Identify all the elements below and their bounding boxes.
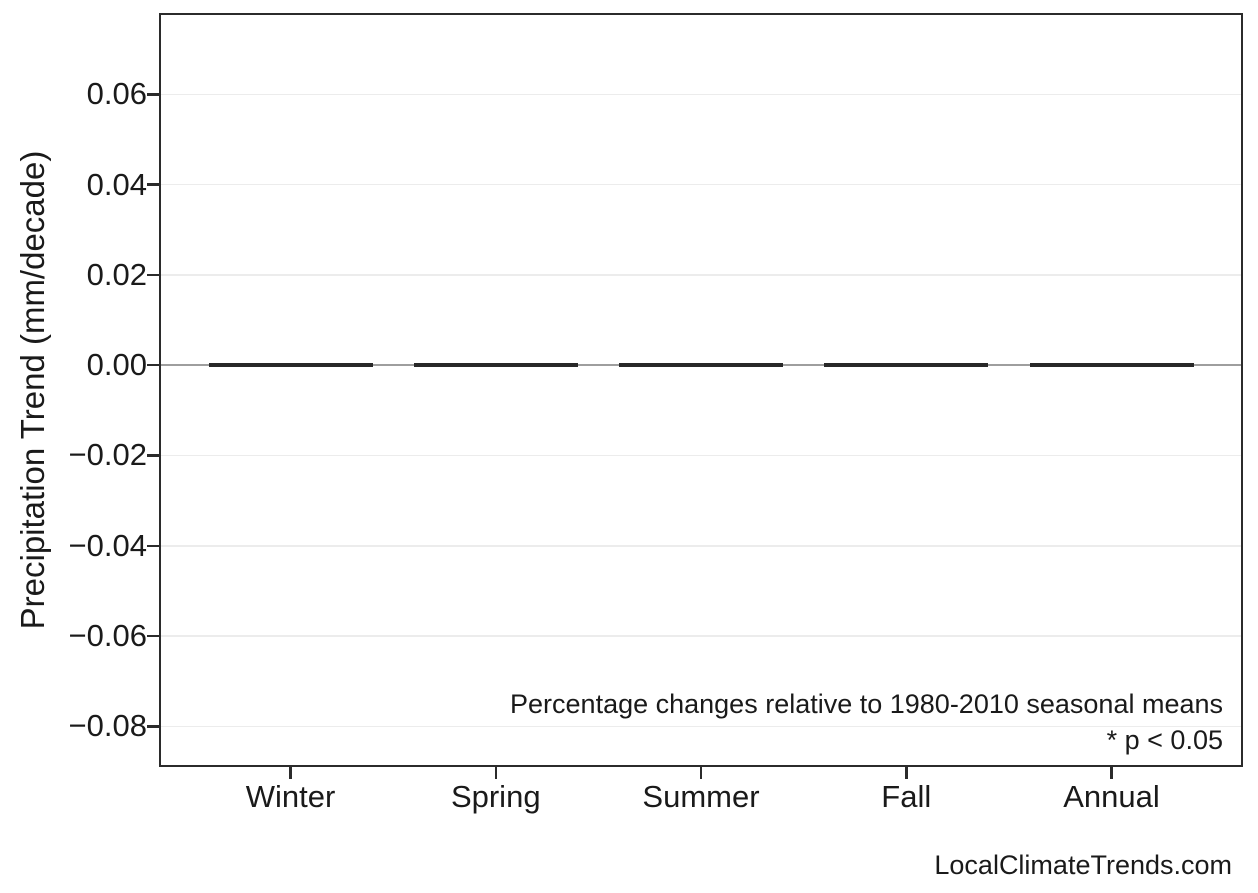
- x-tick-label-spring: Spring: [450, 779, 541, 814]
- x-axis-tick: [905, 767, 908, 779]
- x-axis-tick: [289, 767, 292, 779]
- y-axis-tick: [147, 544, 159, 548]
- annotation-baseline-note: Percentage changes relative to 1980-2010…: [510, 689, 1223, 719]
- y-axis-tick: [147, 454, 159, 457]
- bar-summer: [619, 363, 783, 368]
- bar-annual: [1029, 363, 1194, 368]
- x-tick-label-summer: Summer: [642, 779, 760, 814]
- x-axis-tick: [494, 767, 497, 779]
- y-tick-label: 0.00: [86, 347, 147, 383]
- bar-winter: [208, 363, 373, 368]
- y-axis-tick: [147, 183, 159, 186]
- bar-spring: [413, 363, 578, 368]
- x-tick-label-fall: Fall: [881, 779, 932, 814]
- annotation-block: Percentage changes relative to 1980-2010…: [510, 686, 1223, 758]
- x-tick-label-annual: Annual: [1063, 779, 1160, 814]
- y-gridline: [161, 454, 1241, 457]
- y-tick-label: −0.02: [68, 437, 147, 473]
- y-gridline: [161, 545, 1241, 547]
- x-tick-label-winter: Winter: [245, 779, 336, 814]
- bar-fall: [824, 363, 989, 368]
- y-axis-tick: [147, 634, 159, 638]
- watermark-text: LocalClimateTrends.com: [934, 850, 1232, 880]
- y-tick-label: −0.06: [68, 618, 147, 654]
- y-tick-label: −0.04: [68, 527, 147, 563]
- annotation-significance-note: * p < 0.05: [1106, 725, 1223, 755]
- y-tick-label: −0.08: [68, 708, 147, 744]
- y-tick-label: 0.04: [86, 166, 147, 202]
- y-axis-tick: [147, 725, 159, 728]
- y-gridline: [161, 274, 1241, 276]
- x-axis-tick: [699, 767, 703, 779]
- y-gridline: [161, 183, 1241, 186]
- y-tick-label: 0.02: [86, 256, 147, 292]
- y-tick-label: 0.06: [86, 76, 147, 112]
- plot-area: [159, 13, 1243, 767]
- y-gridline: [161, 725, 1241, 728]
- y-axis-tick: [147, 273, 159, 277]
- y-gridline: [161, 635, 1241, 637]
- y-axis-tick: [147, 93, 159, 96]
- x-axis-tick: [1110, 767, 1113, 779]
- y-axis-tick: [147, 363, 159, 367]
- y-gridline: [161, 93, 1241, 96]
